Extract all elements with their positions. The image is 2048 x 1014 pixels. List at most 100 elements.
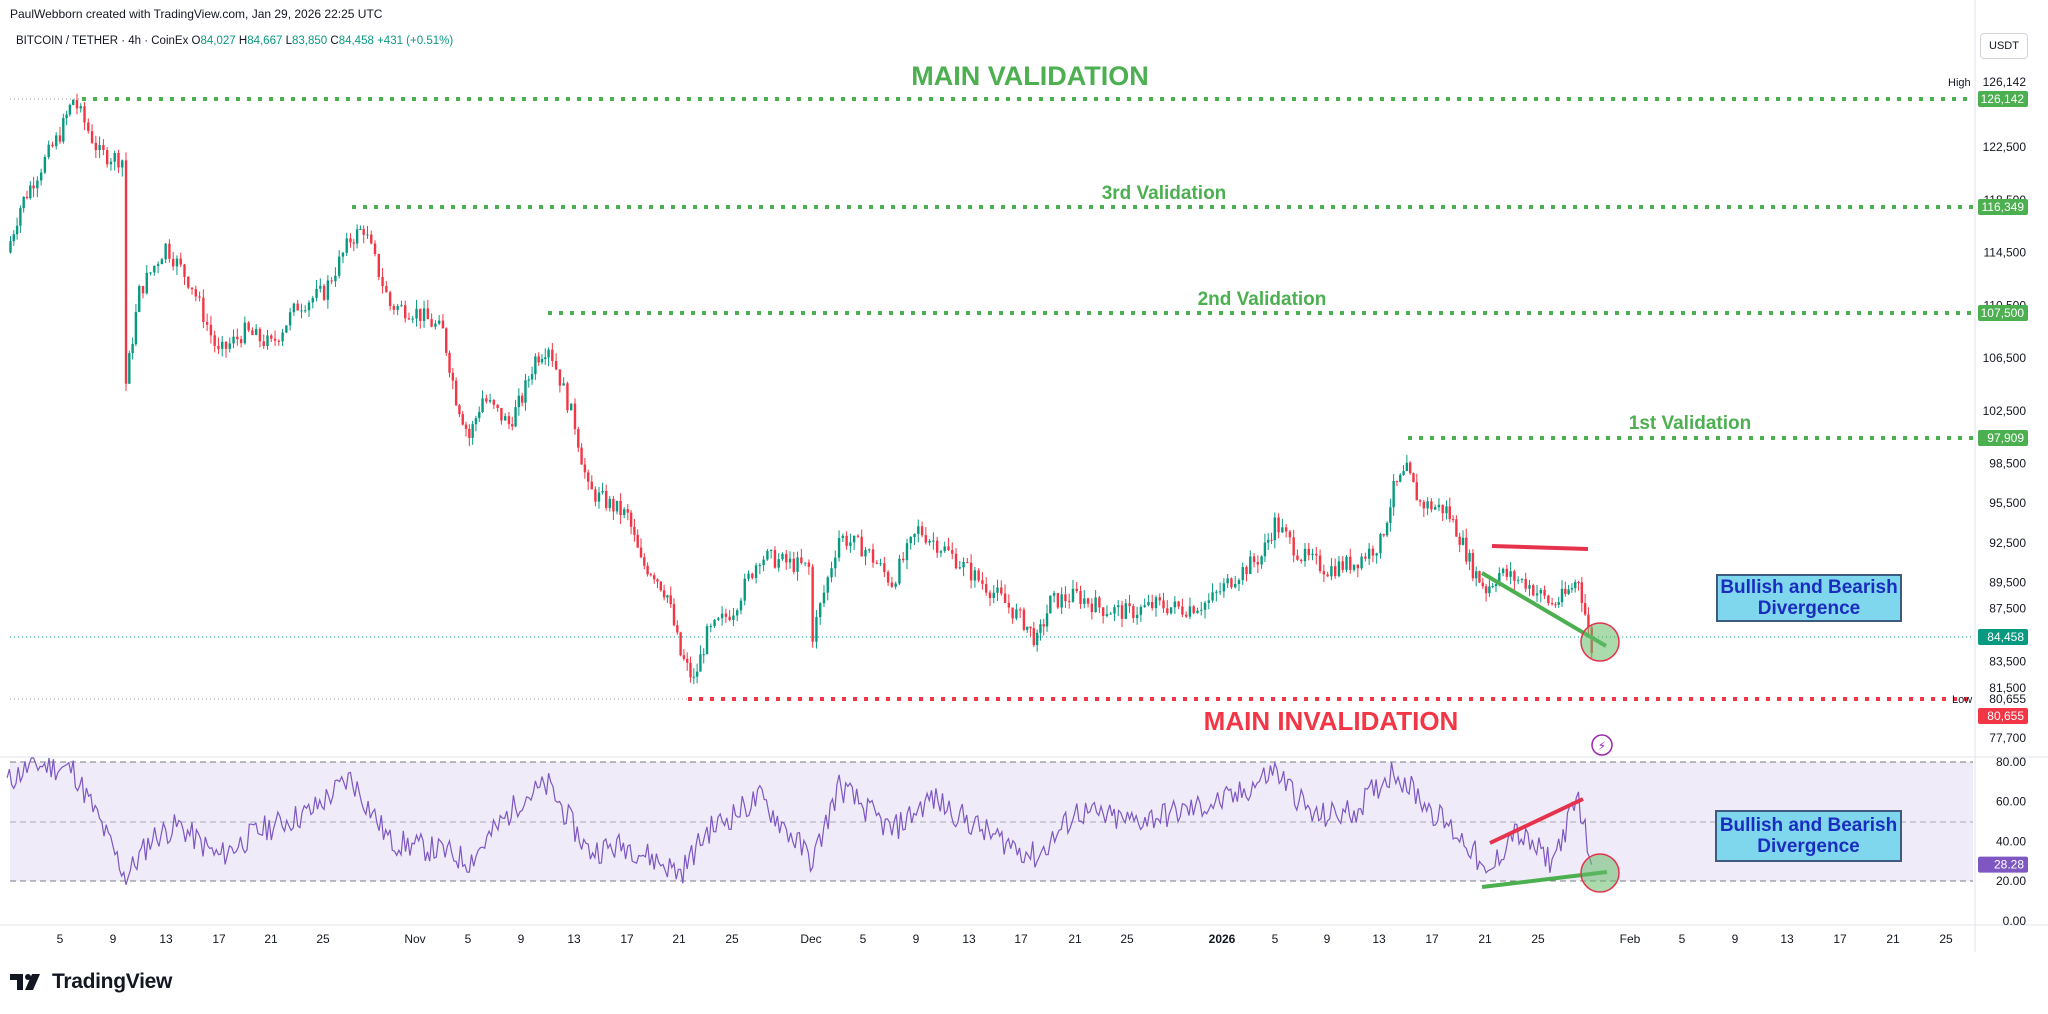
- candle-body: [415, 308, 418, 319]
- price-axis[interactable]: 122,500118,500114,500110,500106,500102,5…: [1948, 75, 2028, 745]
- candle-body: [917, 526, 920, 534]
- candle-body: [1471, 552, 1475, 579]
- candle-body: [807, 562, 811, 567]
- candle-body: [160, 259, 164, 265]
- candle-body: [1465, 537, 1468, 562]
- candle-body: [1245, 567, 1248, 575]
- candle-body: [834, 557, 837, 569]
- candle-body: [527, 379, 530, 381]
- candle-body: [773, 550, 777, 568]
- price-rsi-chart[interactable]: ⚡ MAIN VALIDATION 3rd Validation 2nd Val…: [0, 0, 2048, 960]
- candle-body: [909, 536, 912, 544]
- candle-body: [434, 323, 437, 327]
- candle-body: [1570, 588, 1574, 590]
- time-tick-label: 17: [1014, 932, 1028, 946]
- time-tick-label: 2026: [1209, 932, 1236, 946]
- tradingview-logo[interactable]: TradingView: [10, 970, 172, 994]
- time-tick-label: 13: [1780, 932, 1794, 946]
- candle-body: [1494, 584, 1498, 587]
- candle-body: [341, 252, 345, 257]
- candle-body: [128, 353, 131, 384]
- candle-body: [322, 285, 326, 300]
- candle-body: [1015, 609, 1018, 619]
- time-tick-label: 9: [110, 932, 117, 946]
- price-tick-label: 102,500: [1983, 404, 2027, 418]
- candle-body: [796, 557, 799, 572]
- candle-body: [699, 654, 702, 672]
- candle-body: [1211, 592, 1214, 601]
- open-label: O: [191, 35, 201, 47]
- candle-body: [709, 626, 712, 628]
- currency-button[interactable]: USDT: [1980, 33, 2028, 59]
- candle-body: [766, 550, 769, 560]
- candle-body: [1418, 500, 1422, 502]
- price-tick-label: 95,500: [1989, 496, 2026, 510]
- candle-body: [1392, 480, 1395, 508]
- price-tag-label: 126,142: [1981, 92, 2025, 106]
- candle-body: [164, 243, 167, 260]
- candle-body: [1226, 578, 1229, 584]
- candle-body: [370, 234, 373, 244]
- candle-body: [1007, 602, 1011, 608]
- candle-body: [117, 153, 120, 168]
- candle-body: [739, 600, 743, 611]
- candle-body: [345, 238, 348, 253]
- candle-body: [580, 447, 583, 465]
- candle-body: [517, 395, 521, 408]
- candle-body: [856, 535, 860, 537]
- candle-body: [90, 131, 94, 143]
- candle-body: [98, 144, 101, 151]
- candle-body: [586, 472, 590, 482]
- candle-body: [1117, 605, 1120, 608]
- time-tick-label: 9: [1732, 932, 1739, 946]
- candle-body: [973, 570, 977, 581]
- time-axis[interactable]: 5 9 13 17 21 25 Nov 5 9 13 17 21 25 Dec 5 9 13 17 21 25 2026…: [57, 932, 1953, 946]
- candle-body: [1505, 568, 1509, 577]
- rsi-tick-label: 80.00: [1996, 755, 2026, 769]
- candle-body: [939, 551, 943, 553]
- candle-body: [1128, 603, 1131, 607]
- candle-body: [1207, 600, 1210, 603]
- candle-body: [190, 287, 194, 290]
- candle-body: [426, 308, 430, 320]
- candle-body: [1032, 628, 1036, 646]
- rsi-tick-label: 40.00: [1996, 834, 2026, 848]
- candle-body: [1162, 600, 1165, 609]
- candle-body: [1120, 605, 1124, 619]
- rsi-axis[interactable]: 80.00 60.00 40.00 20.00 0.00 28.28: [1978, 755, 2028, 928]
- candle-body: [288, 312, 292, 326]
- candle-body: [1011, 607, 1014, 619]
- candle-body: [728, 616, 731, 620]
- candle-body: [601, 490, 604, 493]
- candle-body: [566, 383, 569, 411]
- candle-body: [496, 404, 499, 408]
- divergence-label-rsi-text: Bullish and Bearish Divergence: [1719, 815, 1898, 857]
- candle-body: [1580, 582, 1584, 604]
- candle-body: [471, 424, 474, 438]
- candle-body: [47, 144, 50, 158]
- candle-body: [1311, 553, 1314, 556]
- candle-body: [171, 258, 175, 267]
- candle-body: [1395, 480, 1399, 482]
- candle-body: [643, 557, 646, 566]
- time-tick-label: Nov: [404, 932, 425, 946]
- change-value: +431 (+0.51%): [377, 35, 454, 47]
- candle-body: [826, 577, 829, 593]
- candle-body: [629, 512, 633, 527]
- candle-body: [743, 578, 746, 601]
- candle-body: [445, 328, 448, 353]
- candle-body: [1105, 614, 1109, 616]
- candle-body: [388, 292, 392, 307]
- candle-body: [769, 550, 773, 552]
- alert-icon[interactable]: [1591, 734, 1613, 756]
- candle-body: [597, 492, 601, 502]
- candle-body: [273, 338, 277, 341]
- price-tag-label: 116,349: [1982, 200, 2025, 214]
- rsi-current-tag: [1978, 856, 2028, 873]
- candle-body: [736, 610, 739, 616]
- candle-body: [800, 557, 803, 564]
- candle-body: [530, 374, 534, 380]
- candle-body: [1139, 606, 1143, 615]
- candle-body: [1528, 585, 1531, 589]
- candle-body: [875, 562, 878, 564]
